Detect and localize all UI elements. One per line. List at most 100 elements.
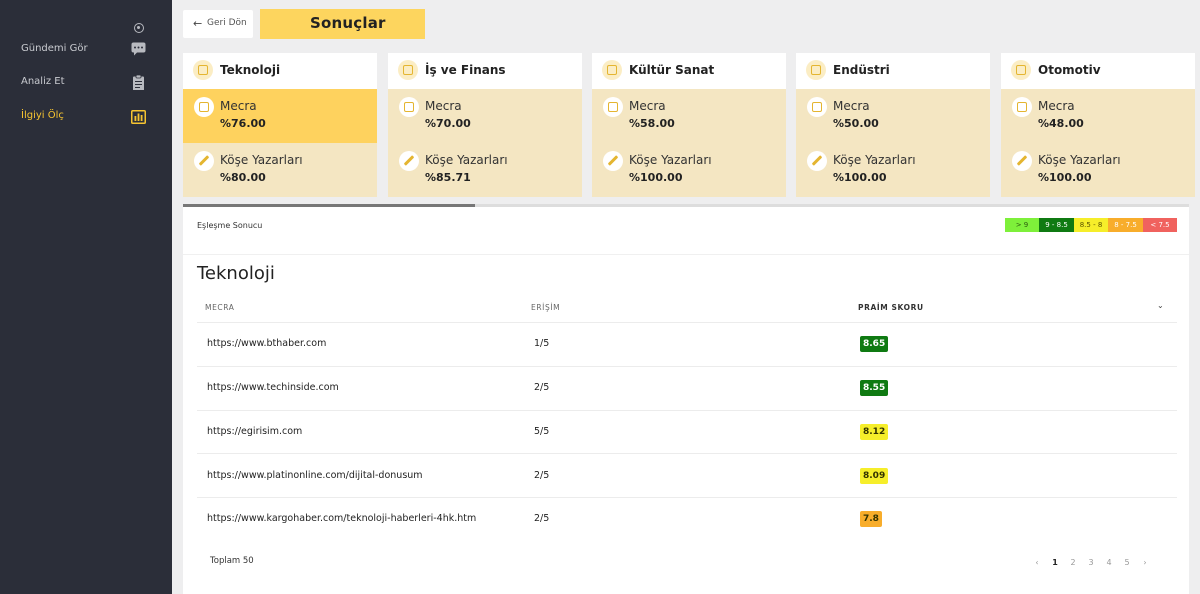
reach-value: 2/5 (534, 382, 550, 393)
score-legend: > 9 9 - 8.5 8.5 - 8 8 - 7.5 < 7.5 (1005, 218, 1177, 232)
pencil-icon (603, 151, 623, 171)
pagination-page-4[interactable]: 4 (1106, 558, 1112, 567)
pagination: ‹ 1 2 3 4 5 › (1028, 558, 1154, 567)
card-writers-row[interactable]: Köşe Yazarları %80.00 (183, 143, 377, 197)
media-url[interactable]: https://www.techinside.com (207, 382, 339, 393)
card-title: Otomotiv (1038, 63, 1101, 77)
pagination-page-1[interactable]: 1 (1052, 558, 1058, 567)
reach-value: 5/5 (534, 426, 550, 437)
page-title-box: Sonuçlar (260, 9, 425, 39)
score-badge: 8.09 (860, 468, 889, 484)
arrow-left-icon: ← (193, 17, 203, 30)
pagination-prev-button[interactable]: ‹ (1035, 558, 1039, 567)
divider (183, 254, 1189, 255)
sidebar: Gündemi Gör Analiz Et İlgiyi Ölç (0, 0, 172, 594)
check-icon (399, 97, 419, 117)
media-url[interactable]: https://www.bthaber.com (207, 338, 327, 349)
check-icon (603, 97, 623, 117)
category-card-kultur-sanat[interactable]: Kültür Sanat Mecra %58.00 Köşe Yazarları… (592, 53, 786, 197)
category-card-teknoloji[interactable]: Teknoloji Mecra %76.00 Köşe Yazarları %8… (183, 53, 377, 197)
media-value: %48.00 (1038, 117, 1084, 130)
card-title: Teknoloji (220, 63, 281, 77)
media-url[interactable]: https://egirisim.com (207, 426, 303, 437)
writers-label: Köşe Yazarları (220, 153, 303, 167)
media-label: Mecra (833, 99, 870, 113)
card-media-row[interactable]: Mecra %48.00 (1001, 89, 1195, 143)
card-media-row[interactable]: Mecra %50.00 (796, 89, 990, 143)
media-label: Mecra (425, 99, 462, 113)
clipboard-icon (133, 74, 144, 90)
chevron-down-icon[interactable]: ⌄ (1157, 301, 1164, 310)
reach-value: 2/5 (534, 470, 550, 481)
row-divider (197, 453, 1177, 454)
card-writers-row[interactable]: Köşe Yazarları %100.00 (592, 143, 786, 197)
media-value: %70.00 (425, 117, 471, 130)
media-label: Mecra (1038, 99, 1075, 113)
monitor-icon (193, 60, 213, 80)
sidebar-item-analiz[interactable]: Analiz Et (0, 71, 172, 95)
card-media-row[interactable]: Mecra %58.00 (592, 89, 786, 143)
legend-item: 9 - 8.5 (1039, 218, 1074, 232)
card-header: Endüstri (796, 53, 990, 89)
pagination-page-2[interactable]: 2 (1070, 558, 1076, 567)
column-header-media[interactable]: MECRA (205, 303, 235, 312)
palette-icon (602, 60, 622, 80)
sidebar-item-label: Gündemi Gör (21, 43, 88, 54)
check-icon (807, 97, 827, 117)
bar-chart-icon (131, 110, 146, 124)
check-icon (194, 97, 214, 117)
pencil-icon (1012, 151, 1032, 171)
card-media-row[interactable]: Mecra %76.00 (183, 89, 377, 143)
scroll-indicator (183, 204, 1189, 207)
sidebar-item-gundem[interactable]: Gündemi Gör (0, 38, 172, 62)
writers-value: %100.00 (629, 171, 683, 184)
row-divider (197, 497, 1177, 498)
row-divider (197, 322, 1177, 323)
pagination-next-button[interactable]: › (1143, 558, 1147, 567)
back-button[interactable]: ← Geri Dön (183, 10, 253, 38)
score-badge: 8.12 (860, 424, 889, 440)
score-badge: 8.55 (860, 380, 889, 396)
column-header-reach[interactable]: ERİŞİM (531, 303, 561, 312)
category-card-is-finans[interactable]: İş ve Finans Mecra %70.00 Köşe Yazarları… (388, 53, 582, 197)
page-title: Sonuçlar (310, 14, 386, 32)
card-writers-row[interactable]: Köşe Yazarları %100.00 (796, 143, 990, 197)
row-divider (197, 410, 1177, 411)
writers-label: Köşe Yazarları (1038, 153, 1121, 167)
category-card-endustri[interactable]: Endüstri Mecra %50.00 Köşe Yazarları %10… (796, 53, 990, 197)
card-writers-row[interactable]: Köşe Yazarları %100.00 (1001, 143, 1195, 197)
card-writers-row[interactable]: Köşe Yazarları %85.71 (388, 143, 582, 197)
coins-icon (398, 60, 418, 80)
column-header-score[interactable]: PRAİM SKORU (858, 303, 924, 312)
card-header: Kültür Sanat (592, 53, 786, 89)
media-value: %76.00 (220, 117, 266, 130)
legend-item: 8.5 - 8 (1074, 218, 1108, 232)
pencil-icon (399, 151, 419, 171)
card-media-row[interactable]: Mecra %70.00 (388, 89, 582, 143)
category-card-otomotiv[interactable]: Otomotiv Mecra %48.00 Köşe Yazarları %10… (1001, 53, 1195, 197)
score-badge: 7.8 (860, 511, 882, 527)
writers-label: Köşe Yazarları (425, 153, 508, 167)
writers-label: Köşe Yazarları (629, 153, 712, 167)
check-icon (1012, 97, 1032, 117)
reach-value: 2/5 (534, 513, 550, 524)
card-title: Kültür Sanat (629, 63, 715, 77)
legend-item: 8 - 7.5 (1108, 218, 1143, 232)
writers-label: Köşe Yazarları (833, 153, 916, 167)
card-header: İş ve Finans (388, 53, 582, 89)
results-title: Teknoloji (197, 263, 275, 284)
pagination-page-3[interactable]: 3 (1088, 558, 1094, 567)
media-url[interactable]: https://www.platinonline.com/dijital-don… (207, 470, 423, 481)
media-url[interactable]: https://www.kargohaber.com/teknoloji-hab… (207, 513, 477, 524)
pagination-page-5[interactable]: 5 (1124, 558, 1130, 567)
score-badge: 8.65 (860, 336, 889, 352)
sidebar-item-label: Analiz Et (21, 76, 65, 87)
media-label: Mecra (629, 99, 666, 113)
pencil-icon (807, 151, 827, 171)
back-button-label: Geri Dön (207, 18, 247, 28)
settings-icon[interactable] (134, 23, 144, 33)
sidebar-item-label: İlgiyi Ölç (21, 110, 64, 121)
media-value: %58.00 (629, 117, 675, 130)
sidebar-item-ilgi[interactable]: İlgiyi Ölç (0, 105, 172, 129)
media-label: Mecra (220, 99, 257, 113)
